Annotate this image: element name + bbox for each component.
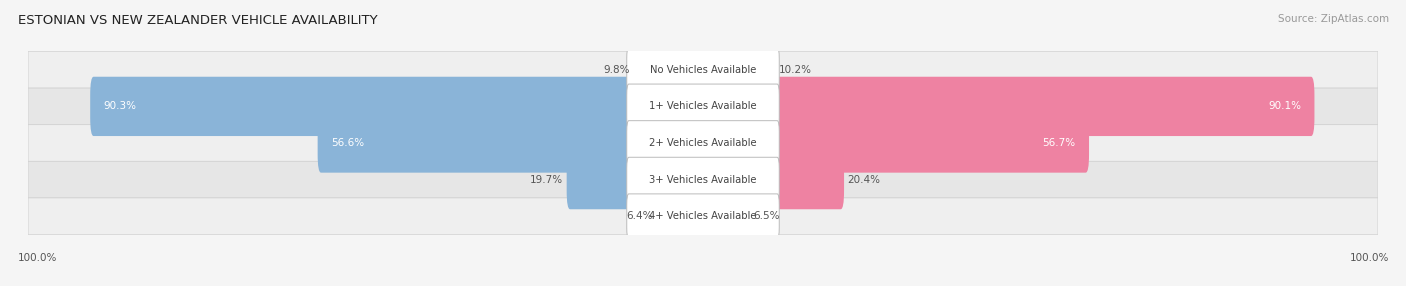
Text: 6.5%: 6.5% xyxy=(754,211,780,221)
FancyBboxPatch shape xyxy=(28,198,1378,235)
FancyBboxPatch shape xyxy=(627,47,779,92)
FancyBboxPatch shape xyxy=(627,121,779,165)
FancyBboxPatch shape xyxy=(627,194,779,239)
FancyBboxPatch shape xyxy=(700,113,1090,173)
FancyBboxPatch shape xyxy=(28,88,1378,125)
FancyBboxPatch shape xyxy=(28,51,1378,88)
Text: 2+ Vehicles Available: 2+ Vehicles Available xyxy=(650,138,756,148)
FancyBboxPatch shape xyxy=(700,186,751,246)
Text: 90.3%: 90.3% xyxy=(104,102,136,111)
Text: 10.2%: 10.2% xyxy=(779,65,811,75)
FancyBboxPatch shape xyxy=(627,84,779,129)
Text: 1+ Vehicles Available: 1+ Vehicles Available xyxy=(650,102,756,111)
Text: 100.0%: 100.0% xyxy=(1350,253,1389,263)
FancyBboxPatch shape xyxy=(567,150,706,209)
Text: 20.4%: 20.4% xyxy=(848,175,880,184)
FancyBboxPatch shape xyxy=(634,40,706,100)
FancyBboxPatch shape xyxy=(700,150,844,209)
FancyBboxPatch shape xyxy=(700,77,1315,136)
FancyBboxPatch shape xyxy=(700,40,775,100)
Text: 9.8%: 9.8% xyxy=(603,65,630,75)
Text: No Vehicles Available: No Vehicles Available xyxy=(650,65,756,75)
Text: 90.1%: 90.1% xyxy=(1268,102,1301,111)
FancyBboxPatch shape xyxy=(90,77,706,136)
FancyBboxPatch shape xyxy=(657,186,706,246)
Text: Source: ZipAtlas.com: Source: ZipAtlas.com xyxy=(1278,14,1389,24)
Text: 6.4%: 6.4% xyxy=(627,211,652,221)
FancyBboxPatch shape xyxy=(28,125,1378,161)
Text: 56.7%: 56.7% xyxy=(1042,138,1076,148)
FancyBboxPatch shape xyxy=(627,157,779,202)
FancyBboxPatch shape xyxy=(28,161,1378,198)
FancyBboxPatch shape xyxy=(318,113,706,173)
Text: 100.0%: 100.0% xyxy=(18,253,58,263)
Text: 19.7%: 19.7% xyxy=(530,175,564,184)
Text: 3+ Vehicles Available: 3+ Vehicles Available xyxy=(650,175,756,184)
Text: 56.6%: 56.6% xyxy=(332,138,364,148)
Text: ESTONIAN VS NEW ZEALANDER VEHICLE AVAILABILITY: ESTONIAN VS NEW ZEALANDER VEHICLE AVAILA… xyxy=(18,14,378,27)
Text: 4+ Vehicles Available: 4+ Vehicles Available xyxy=(650,211,756,221)
